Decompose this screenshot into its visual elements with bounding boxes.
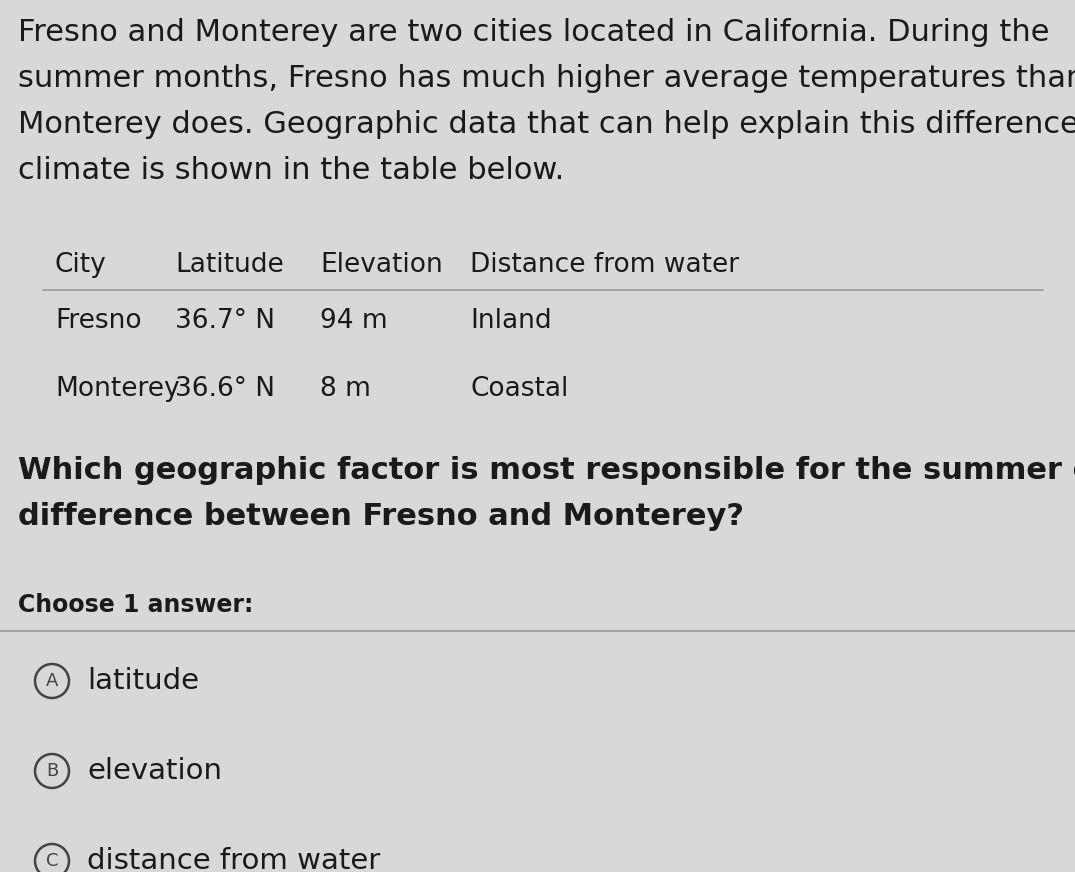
Text: A: A xyxy=(46,672,58,690)
Text: 8 m: 8 m xyxy=(320,376,371,402)
Text: Coastal: Coastal xyxy=(470,376,569,402)
Text: Elevation: Elevation xyxy=(320,252,443,278)
Text: Monterey does. Geographic data that can help explain this difference in: Monterey does. Geographic data that can … xyxy=(18,110,1075,139)
Text: summer months, Fresno has much higher average temperatures than: summer months, Fresno has much higher av… xyxy=(18,64,1075,93)
Text: distance from water: distance from water xyxy=(87,847,381,872)
Text: 36.7° N: 36.7° N xyxy=(175,308,275,334)
Text: 36.6° N: 36.6° N xyxy=(175,376,275,402)
Text: Latitude: Latitude xyxy=(175,252,284,278)
Text: difference between Fresno and Monterey?: difference between Fresno and Monterey? xyxy=(18,502,744,531)
Text: Distance from water: Distance from water xyxy=(470,252,740,278)
Text: Fresno: Fresno xyxy=(55,308,142,334)
Text: B: B xyxy=(46,762,58,780)
Text: Monterey: Monterey xyxy=(55,376,180,402)
Text: Inland: Inland xyxy=(470,308,551,334)
Text: climate is shown in the table below.: climate is shown in the table below. xyxy=(18,156,564,185)
Text: 94 m: 94 m xyxy=(320,308,388,334)
Text: C: C xyxy=(46,852,58,870)
Text: elevation: elevation xyxy=(87,757,223,785)
Text: Choose 1 answer:: Choose 1 answer: xyxy=(18,593,254,617)
Text: City: City xyxy=(55,252,106,278)
Text: Fresno and Monterey are two cities located in California. During the: Fresno and Monterey are two cities locat… xyxy=(18,18,1049,47)
Text: Which geographic factor is most responsible for the summer climate: Which geographic factor is most responsi… xyxy=(18,456,1075,485)
Text: latitude: latitude xyxy=(87,667,199,695)
